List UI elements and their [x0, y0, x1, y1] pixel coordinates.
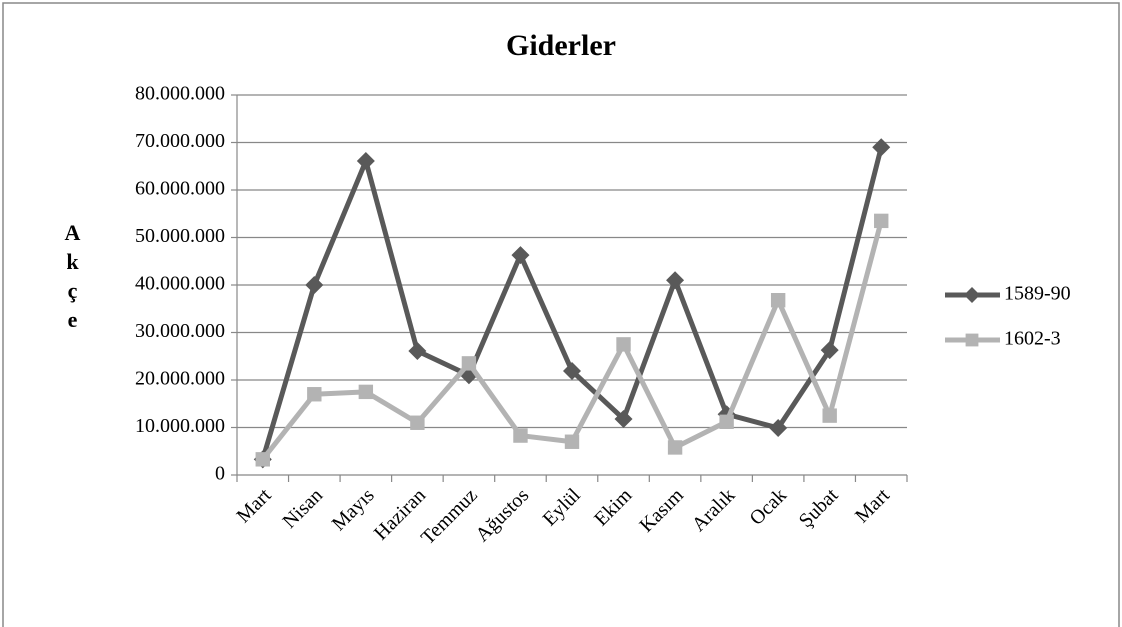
y-tick-label: 60.000.000: [135, 178, 225, 200]
marker: [358, 384, 374, 400]
marker: [822, 408, 837, 423]
marker: [614, 409, 633, 428]
marker: [255, 452, 270, 467]
y-tick-label: 80.000.000: [135, 83, 225, 105]
marker: [874, 213, 889, 229]
marker: [461, 356, 477, 371]
marker: [511, 246, 530, 265]
marker: [769, 418, 788, 437]
marker: [563, 361, 581, 380]
marker: [356, 152, 375, 171]
marker: [770, 293, 786, 308]
marker: [667, 440, 683, 455]
y-tick-label: 40.000.000: [135, 273, 225, 295]
marker: [564, 434, 580, 449]
legend-label: 1602-3: [1004, 328, 1061, 350]
y-tick-label: 10.000.000: [135, 415, 225, 437]
marker: [719, 414, 734, 429]
marker: [408, 342, 427, 361]
y-axis-label: Akçe: [60, 220, 85, 336]
chart-title: Giderler: [506, 29, 616, 62]
marker: [513, 428, 528, 443]
y-tick-label: 0: [215, 463, 225, 485]
y-tick-label: 30.000.000: [135, 320, 225, 342]
marker: [616, 337, 631, 352]
y-tick-label: 20.000.000: [135, 368, 225, 390]
marker: [872, 138, 891, 157]
marker: [965, 333, 979, 347]
marker: [964, 287, 980, 303]
legend-label: 1589-90: [1004, 283, 1071, 305]
y-tick-label: 50.000.000: [135, 225, 225, 247]
marker: [410, 415, 425, 430]
marker: [820, 341, 839, 360]
marker: [307, 387, 322, 402]
marker: [305, 276, 324, 294]
y-tick-label: 70.000.000: [135, 130, 225, 152]
marker: [666, 271, 685, 290]
